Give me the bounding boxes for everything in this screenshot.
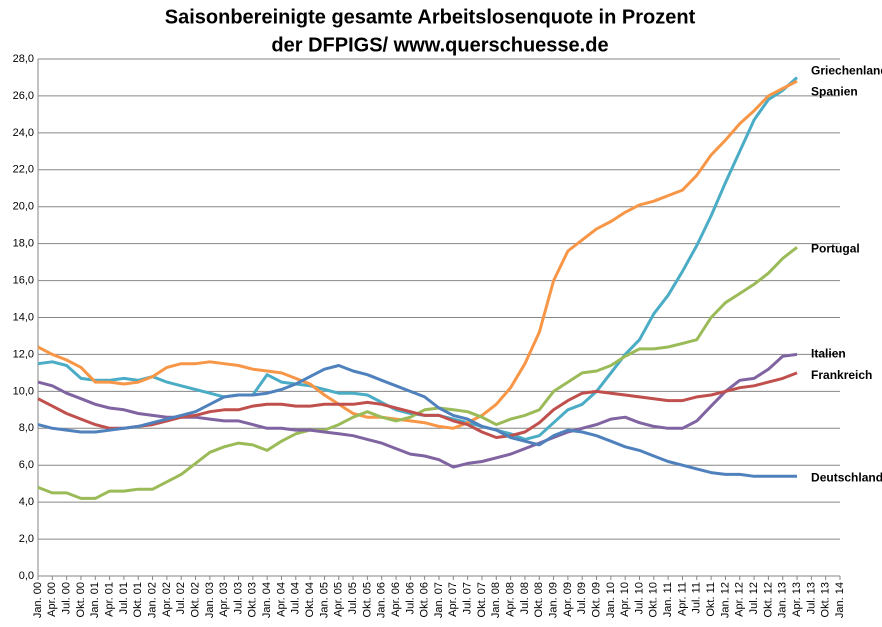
x-tick-label: Jul. 00	[61, 582, 73, 614]
x-tick-label: Apr. 13	[791, 582, 803, 617]
x-tick-label: Jul. 12	[748, 582, 760, 614]
x-tick-label: Jul. 08	[519, 582, 531, 614]
x-tick-label: Okt. 09	[590, 582, 602, 617]
y-tick-label: 14,0	[13, 311, 34, 323]
series-line	[37, 352, 798, 469]
x-tick-label: Jan. 06	[376, 582, 388, 618]
x-tick-label: Okt. 03	[247, 582, 259, 617]
x-tick-label: Okt. 01	[132, 582, 144, 617]
chart-title: Saisonbereinigte gesamte Arbeitslosenquo…	[165, 6, 696, 28]
x-tick-label: Jul. 05	[347, 582, 359, 614]
y-tick-label: 0,0	[19, 570, 34, 582]
x-tick-label: Jul. 04	[290, 582, 302, 614]
series-line	[37, 79, 798, 430]
x-tick-label: Okt. 02	[189, 582, 201, 617]
x-tick-label: Apr. 07	[447, 582, 459, 617]
x-tick-label: Okt. 12	[762, 582, 774, 617]
y-tick-label: 18,0	[13, 238, 34, 250]
x-tick-label: Apr. 09	[562, 582, 574, 617]
x-tick-label: Okt. 08	[533, 582, 545, 617]
x-tick-label: Okt. 10	[648, 582, 660, 617]
y-tick-label: 22,0	[13, 164, 34, 176]
y-tick-label: 12,0	[13, 348, 34, 360]
x-tick-label: Jul. 09	[576, 582, 588, 614]
x-tick-label: Jan. 09	[547, 582, 559, 618]
x-tick-label: Jan. 11	[662, 582, 674, 617]
x-tick-label: Jan. 01	[89, 582, 101, 618]
y-tick-label: 8,0	[19, 422, 34, 434]
x-tick-label: Jul. 02	[175, 582, 187, 614]
y-tick-label: 16,0	[13, 274, 34, 286]
y-tick-label: 6,0	[19, 459, 34, 471]
y-tick-label: 2,0	[19, 533, 34, 545]
series-line	[37, 76, 799, 441]
x-tick-label: Okt. 06	[419, 582, 431, 617]
x-tick-label: Jul. 13	[805, 582, 817, 614]
x-tick-label: Jan. 04	[261, 582, 273, 618]
x-tick-label: Apr. 01	[104, 582, 116, 617]
x-tick-label: Jul. 10	[633, 582, 645, 614]
y-tick-label: 24,0	[13, 127, 34, 139]
x-tick-label: Jan. 07	[433, 582, 445, 618]
x-tick-label: Apr. 11	[676, 582, 688, 616]
y-tick-label: 28,0	[13, 53, 34, 65]
series-label: Spanien	[811, 84, 858, 98]
x-tick-label: Okt. 00	[75, 582, 87, 617]
x-tick-label: Jan. 08	[490, 582, 502, 618]
y-tick-label: 20,0	[13, 201, 34, 213]
x-tick-label: Jan. 05	[318, 582, 330, 618]
y-tick-label: 10,0	[13, 385, 34, 397]
x-tick-label: Jan. 12	[719, 582, 731, 618]
x-tick-label: Okt. 04	[304, 582, 316, 617]
x-tick-label: Jan. 00	[32, 582, 44, 618]
x-tick-label: Jan. 10	[605, 582, 617, 618]
series-label: Frankreich	[811, 368, 872, 382]
x-tick-label: Jul. 06	[404, 582, 416, 614]
series-label: Portugal	[811, 242, 860, 256]
x-tick-label: Okt. 13	[820, 582, 832, 617]
x-tick-label: Apr. 04	[275, 582, 287, 617]
x-tick-label: Apr. 03	[218, 582, 230, 617]
x-tick-label: Apr. 02	[161, 582, 173, 617]
x-tick-label: Jan. 02	[146, 582, 158, 618]
series-label: Deutschland	[811, 470, 882, 484]
x-tick-label: Jul. 11	[691, 582, 703, 614]
chart-subtitle: der DFPIGS/ www.querschuesse.de	[271, 34, 608, 56]
x-tick-label: Apr. 06	[390, 582, 402, 617]
series-line	[37, 364, 797, 478]
x-tick-label: Jan. 14	[834, 582, 846, 618]
series-line	[37, 371, 798, 439]
y-tick-label: 26,0	[13, 90, 34, 102]
x-tick-label: Apr. 10	[619, 582, 631, 617]
series-label: Griechenland	[811, 64, 882, 78]
x-tick-label: Jul. 01	[118, 582, 130, 614]
y-tick-label: 4,0	[19, 496, 34, 508]
x-tick-label: Apr. 00	[46, 582, 58, 617]
x-tick-label: Apr. 12	[734, 582, 746, 617]
x-tick-label: Jul. 07	[462, 582, 474, 614]
x-tick-label: Apr. 05	[333, 582, 345, 617]
x-tick-label: Apr. 08	[505, 582, 517, 617]
x-tick-label: Jan. 13	[777, 582, 789, 618]
x-tick-label: Jan. 03	[204, 582, 216, 618]
series-label: Italien	[811, 347, 846, 361]
x-tick-label: Okt. 07	[476, 582, 488, 617]
x-tick-label: Jul. 03	[232, 582, 244, 614]
series-line	[37, 246, 798, 500]
x-tick-label: Okt. 11	[705, 582, 717, 617]
x-tick-label: Okt. 05	[361, 582, 373, 617]
